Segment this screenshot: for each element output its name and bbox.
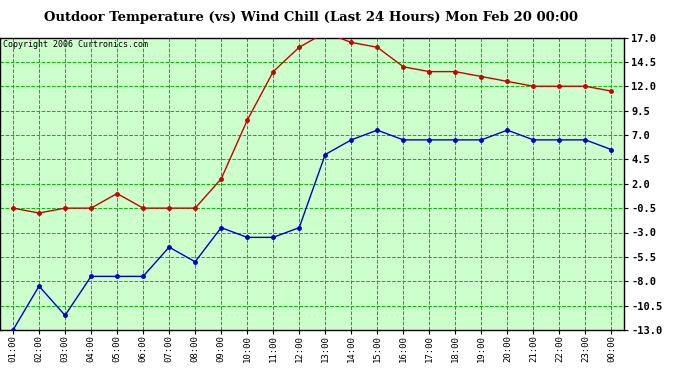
Text: Outdoor Temperature (vs) Wind Chill (Last 24 Hours) Mon Feb 20 00:00: Outdoor Temperature (vs) Wind Chill (Las… (43, 11, 578, 24)
Text: Copyright 2006 Curtronics.com: Copyright 2006 Curtronics.com (3, 40, 148, 50)
